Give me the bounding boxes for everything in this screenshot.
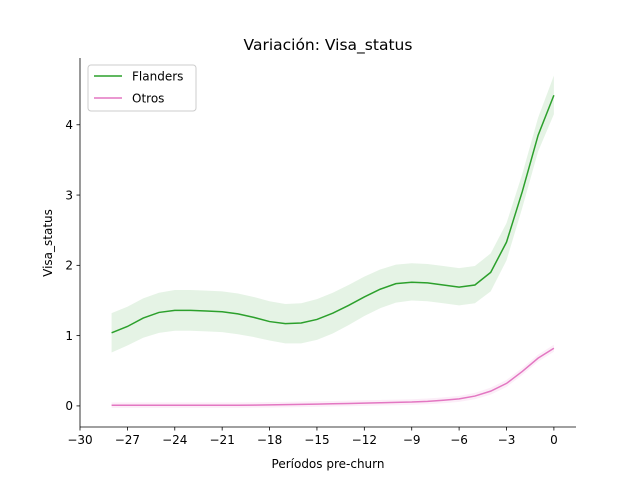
series-line-otros [111, 347, 555, 406]
y-tick-label: 4 [65, 118, 73, 132]
x-axis-ticks: −30 −27 −24 −21 −18 −15 −12 −9 −6 −3 0 [67, 427, 558, 447]
y-tick-label: 3 [65, 188, 73, 202]
x-tick-label: −24 [162, 433, 187, 447]
x-tick-label: −12 [352, 433, 377, 447]
y-tick-label: 0 [65, 399, 73, 413]
legend-label-otros: Otros [132, 91, 164, 105]
x-tick-label: −27 [115, 433, 140, 447]
x-tick-label: −15 [304, 433, 329, 447]
series-lines [111, 94, 555, 406]
x-tick-label: −21 [210, 433, 235, 447]
legend-label-flanders: Flanders [132, 69, 183, 83]
x-axis-label: Períodos pre-churn [272, 457, 385, 471]
confidence-band-flanders [111, 75, 554, 353]
series-line-flanders [111, 94, 555, 334]
x-tick-label: −9 [403, 433, 421, 447]
legend: Flanders Otros [87, 64, 197, 112]
y-axis-label: Visa_status [41, 209, 55, 277]
x-tick-label: −18 [257, 433, 282, 447]
x-tick-label: −3 [498, 433, 516, 447]
y-tick-label: 2 [65, 259, 73, 273]
chart-title: Variación: Visa_status [244, 36, 413, 55]
confidence-band-otros [111, 344, 554, 409]
x-tick-label: −6 [450, 433, 468, 447]
x-tick-label: −30 [67, 433, 92, 447]
confidence-bands [111, 75, 554, 409]
x-tick-label: 0 [550, 433, 558, 447]
y-axis-ticks: 0 1 2 3 4 [65, 118, 80, 413]
y-tick-label: 1 [65, 329, 73, 343]
